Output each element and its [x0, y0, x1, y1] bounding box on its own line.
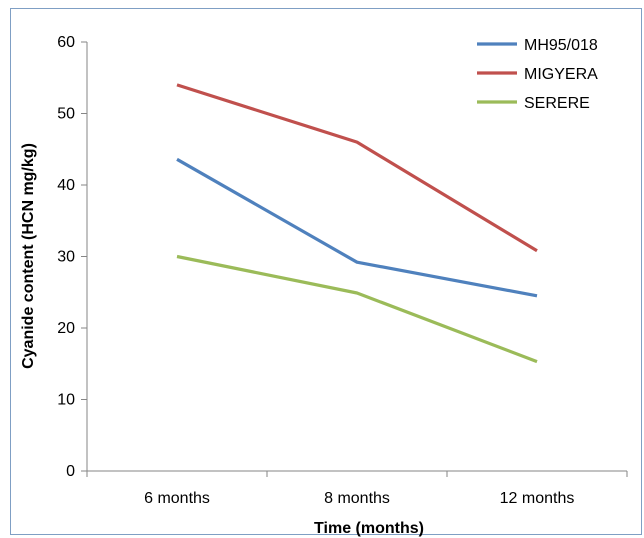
series-line-migyera	[176, 83, 538, 253]
legend-label-migyera: MIGYERA	[524, 66, 598, 83]
y-tick-label: 50	[57, 106, 75, 123]
y-tick-label: 30	[57, 249, 75, 266]
x-axis: 6 months 8 months 12 months	[86, 470, 628, 507]
legend-label-mh95-018: MH95/018	[524, 37, 598, 54]
y-axis-title: Cyanide content (HCN mg/kg)	[20, 143, 37, 369]
series-line-serere	[176, 254, 538, 364]
x-tick-label: 12 months	[500, 490, 575, 507]
y-tick-label: 60	[57, 34, 75, 51]
chart-frame	[10, 8, 642, 535]
series-lines	[176, 83, 538, 364]
y-axis: 0 10 20 30 40 50 60	[57, 34, 88, 480]
y-tick-label: 0	[66, 463, 75, 480]
y-tick-label: 40	[57, 177, 75, 194]
series-line-mh95-018	[176, 157, 538, 298]
x-tick-label: 6 months	[144, 490, 210, 507]
y-tick-label: 10	[57, 392, 75, 409]
legend: MH95/018 MIGYERA SERERE	[477, 37, 598, 112]
legend-label-serere: SERERE	[524, 95, 590, 112]
x-tick-label: 8 months	[324, 490, 390, 507]
x-axis-title: Time (months)	[314, 520, 424, 537]
y-tick-label: 20	[57, 320, 75, 337]
